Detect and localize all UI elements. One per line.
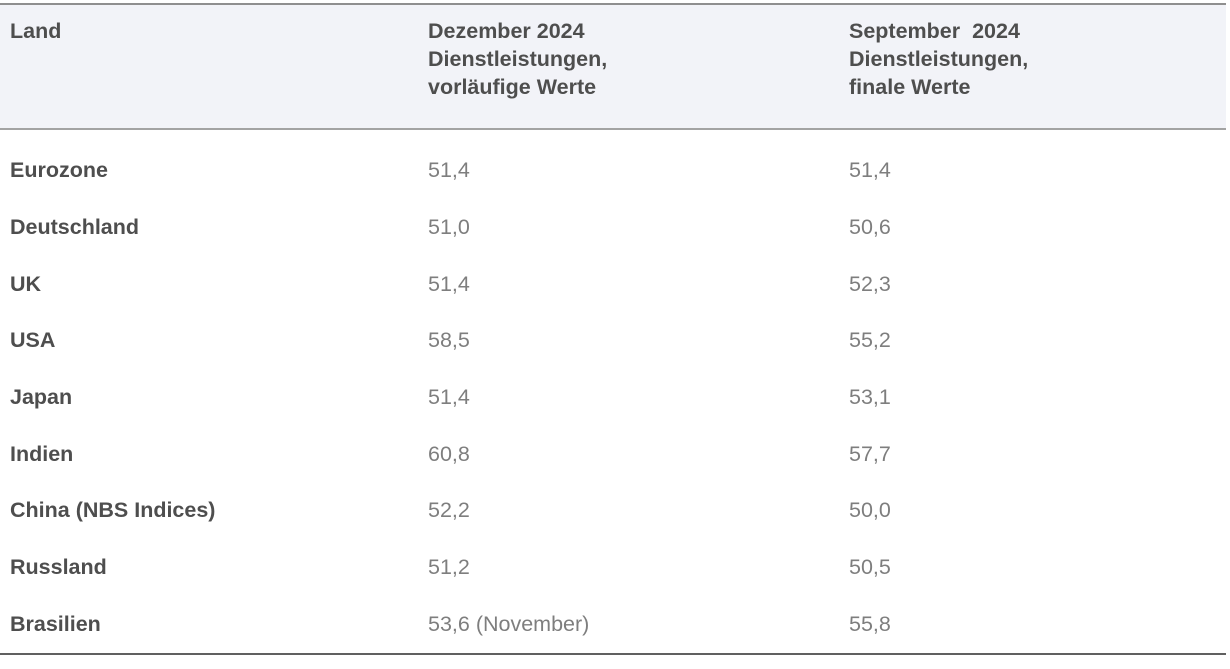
table-row: Russland 51,2 50,5 [0, 539, 1226, 596]
column-header-land: Land [10, 19, 62, 43]
dezember-value-cell: 51,4 [428, 271, 470, 296]
dezember-value-cell: 51,0 [428, 215, 470, 240]
country-cell: Deutschland [10, 215, 140, 240]
column-header-dezember-2024: Dezember 2024 Dienstleistungen, vorläufi… [428, 19, 608, 99]
september-value-cell: 50,0 [849, 498, 891, 523]
september-value-cell: 53,1 [849, 385, 891, 410]
september-value-cell: 51,4 [849, 158, 891, 183]
country-cell: Japan [10, 385, 73, 410]
dezember-value-cell: 51,4 [428, 385, 470, 410]
table-row: Japan 51,4 53,1 [0, 369, 1226, 426]
country-cell: Brasilien [10, 611, 101, 636]
dezember-value-cell: 52,2 [428, 498, 470, 523]
table-row: Brasilien 53,6 (November) 55,8 [0, 596, 1226, 653]
country-cell: Eurozone [10, 158, 108, 183]
september-value-cell: 57,7 [849, 441, 891, 466]
september-value-cell: 50,5 [849, 555, 891, 580]
dezember-value-cell: 53,6 (November) [428, 611, 590, 636]
dezember-value-cell: 51,2 [428, 555, 470, 580]
country-cell: UK [10, 271, 42, 296]
table-row: Deutschland 51,0 50,6 [0, 199, 1226, 256]
september-value-cell: 52,3 [849, 271, 891, 296]
table-row: China (NBS Indices) 52,2 50,0 [0, 482, 1226, 539]
september-value-cell: 55,8 [849, 611, 891, 636]
dezember-value-cell: 60,8 [428, 441, 470, 466]
dezember-value-cell: 58,5 [428, 328, 470, 353]
country-cell: Russland [10, 555, 107, 580]
table-row: Eurozone 51,4 51,4 [0, 142, 1226, 199]
table-bottom-border [0, 653, 1226, 656]
country-cell: China (NBS Indices) [10, 498, 216, 523]
country-cell: Indien [10, 441, 74, 466]
dezember-value-cell: 51,4 [428, 158, 470, 183]
september-value-cell: 50,6 [849, 215, 891, 240]
table-row: UK 51,4 52,3 [0, 255, 1226, 312]
column-header-september-2024: September 2024 Dienstleistungen, finale … [849, 19, 1029, 99]
table-row: Indien 60,8 57,7 [0, 425, 1226, 482]
pmi-services-table: Land Dezember 2024 Dienstleistungen, vor… [0, 3, 1226, 656]
table-row: USA 58,5 55,2 [0, 312, 1226, 369]
country-cell: USA [10, 328, 56, 353]
table-body: Eurozone 51,4 51,4 Deutschland 51,0 50,6… [0, 130, 1226, 652]
table-header: Land Dezember 2024 Dienstleistungen, vor… [0, 3, 1226, 130]
september-value-cell: 55,2 [849, 328, 891, 353]
